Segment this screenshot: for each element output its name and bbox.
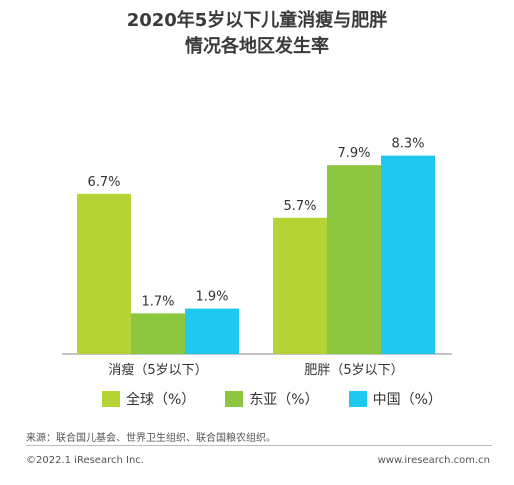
bar-east-asia-cat-0: [131, 313, 185, 354]
legend: 全球（%） 东亚（%） 中国（%）: [102, 389, 442, 409]
source-note: 来源：联合国儿基会、世界卫生组织、联合国粮农组织。: [26, 433, 276, 444]
legend-item-global: 全球（%）: [102, 389, 195, 409]
chart-title: 2020年5岁以下儿童消瘦与肥胖 情况各地区发生率: [0, 8, 514, 60]
footer-divider: [26, 445, 492, 446]
category-label-0: 消瘦（5岁以下）: [108, 362, 207, 378]
data-label-global-cat-0: 6.7%: [87, 175, 120, 190]
category-label-1: 肥胖（5岁以下）: [304, 363, 403, 378]
legend-swatch-east-asia: [225, 391, 244, 407]
footer-url[interactable]: www.iresearch.com.cn: [377, 455, 490, 466]
legend-swatch-global: [102, 391, 120, 407]
data-label-global-cat-1: 5.7%: [283, 199, 316, 214]
legend-label-china: 中国（%）: [372, 392, 442, 408]
data-label-east-asia-cat-1: 7.9%: [337, 146, 370, 161]
footer-copyright: ©2022.1 iResearch Inc.: [26, 455, 144, 466]
bar-global-cat-1: [273, 217, 327, 354]
legend-label-global: 全球（%）: [126, 392, 196, 408]
chart-title-line-1: 2020年5岁以下儿童消瘦与肥胖: [126, 10, 388, 31]
data-label-china-cat-1: 8.3%: [391, 137, 424, 152]
chart-title-line-2: 情况各地区发生率: [185, 36, 329, 57]
legend-label-east-asia: 东亚（%）: [249, 392, 319, 408]
bar-global-cat-0: [77, 193, 131, 354]
bar-china-cat-1: [381, 155, 435, 354]
bar-chart: 6.7% 5.7% 1.7% 7.9% 1.9% 8.3% 消瘦（5岁以下） 肥胖（5岁以下）: [62, 137, 452, 378]
data-label-east-asia-cat-0: 1.7%: [141, 294, 174, 309]
data-label-china-cat-0: 1.9%: [195, 290, 228, 305]
bar-east-asia-cat-1: [327, 165, 381, 354]
bar-china-cat-0: [185, 308, 239, 354]
legend-item-china: 中国（%）: [348, 389, 442, 409]
legend-item-east-asia: 东亚（%）: [225, 389, 319, 409]
legend-swatch-china: [348, 391, 367, 407]
